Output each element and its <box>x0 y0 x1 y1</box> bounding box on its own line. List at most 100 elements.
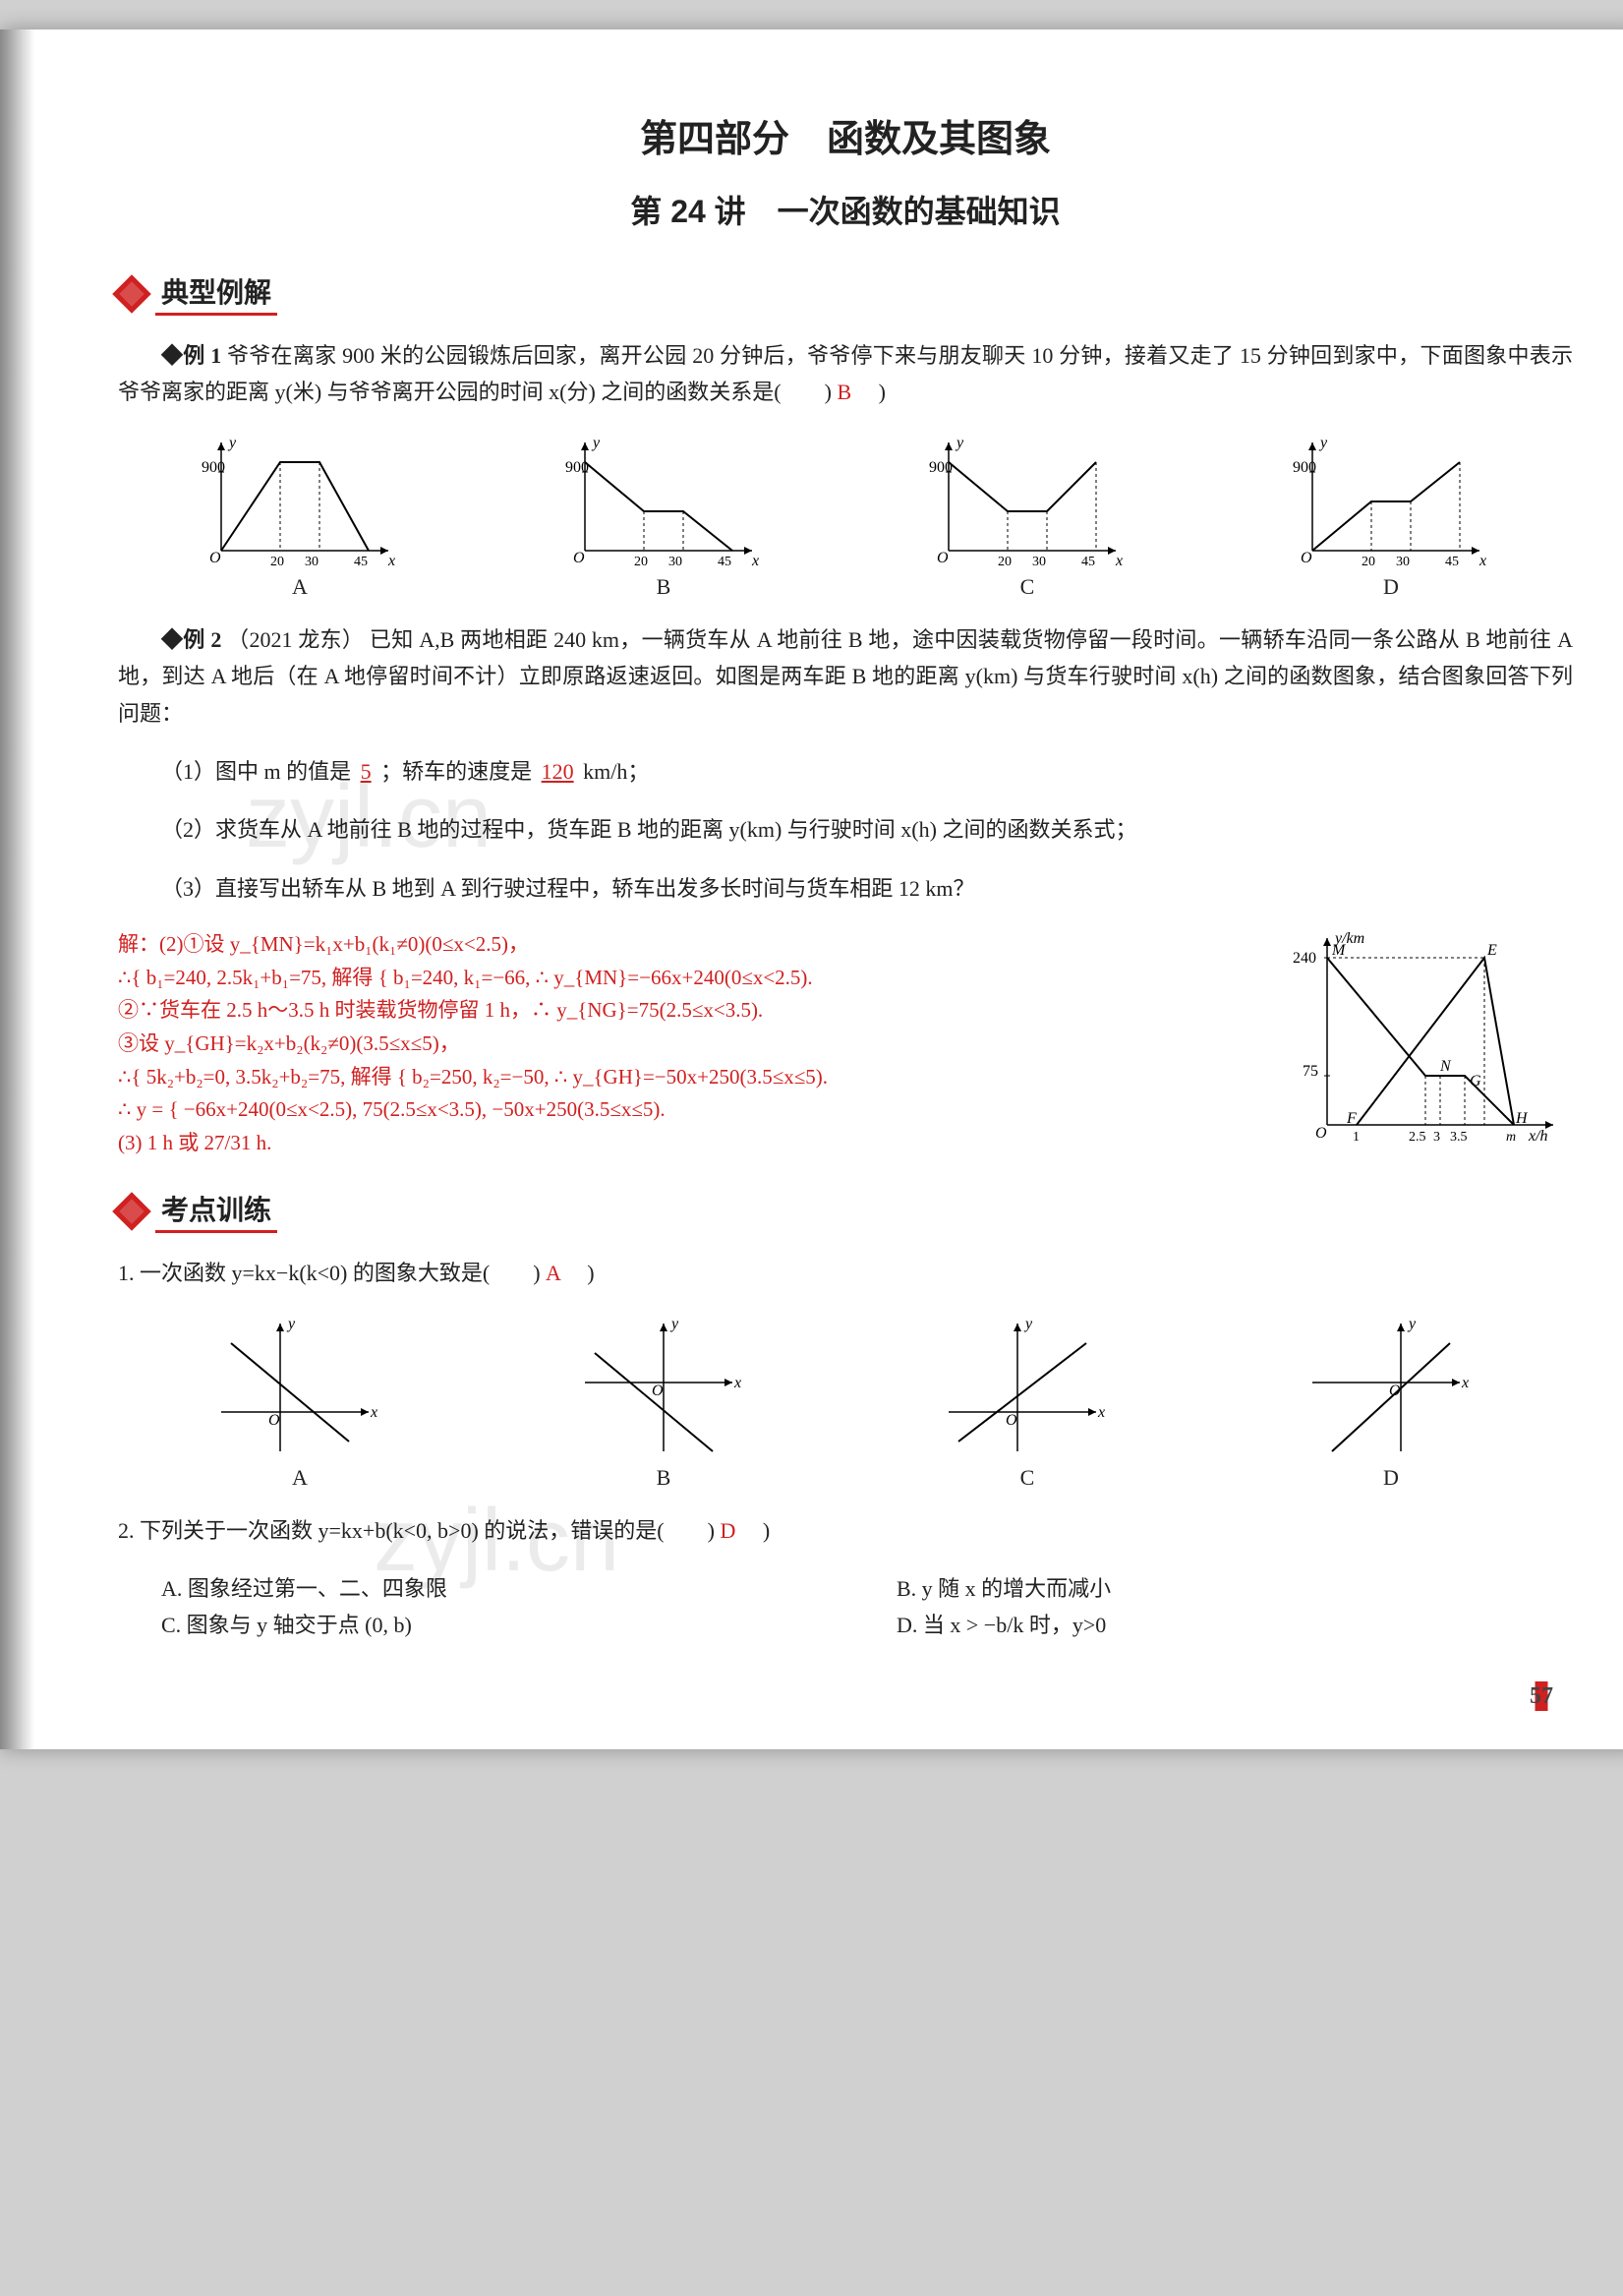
svg-text:y: y <box>669 1316 679 1332</box>
svg-text:45: 45 <box>718 555 731 569</box>
example1-label: ◆例 1 <box>161 343 221 368</box>
example1-answer: B <box>837 380 851 404</box>
svg-text:y/km: y/km <box>1333 930 1364 947</box>
svg-text:y: y <box>955 435 964 451</box>
svg-text:20: 20 <box>1362 555 1375 569</box>
chart-b: 900 203045 O x y B <box>555 433 772 600</box>
example2-chart-svg: 240 75 M E N G H F O 1 <box>1288 928 1573 1154</box>
q1c-label: C <box>939 1465 1116 1491</box>
chart-a-label: A <box>192 574 408 600</box>
q2-opt-a: A. 图象经过第一、二、四象限 <box>161 1570 838 1607</box>
q1-chart-b: O x y B <box>575 1314 752 1491</box>
section-header-examples: 典型例解 <box>118 271 1573 316</box>
q1-chart-c: O x y C <box>939 1314 1116 1491</box>
q2-opt-c: C. 图象与 y 轴交于点 (0, b) <box>161 1607 838 1643</box>
chart-a-svg: 900 203045 O x y <box>192 433 408 570</box>
svg-text:x/h: x/h <box>1528 1128 1548 1145</box>
example2-chart: 240 75 M E N G H F O 1 <box>1288 928 1573 1154</box>
q1b-label: B <box>575 1465 752 1491</box>
q1-chart-a: O x y A <box>211 1314 388 1491</box>
svg-text:O: O <box>268 1412 280 1429</box>
svg-text:m: m <box>1506 1130 1516 1145</box>
svg-text:x: x <box>751 553 759 569</box>
svg-text:30: 30 <box>305 555 319 569</box>
lesson-title: 第 24 讲 一次函数的基础知识 <box>118 187 1573 232</box>
svg-text:3.5: 3.5 <box>1450 1130 1468 1145</box>
svg-text:y: y <box>286 1316 296 1332</box>
svg-text:O: O <box>652 1383 664 1399</box>
chart-b-svg: 900 203045 O x y <box>555 433 772 570</box>
example2-q3: （3）直接写出轿车从 B 地到 A 到行驶过程中，轿车出发多长时间与货车相距 1… <box>161 876 974 901</box>
binding-shadow <box>0 29 34 1749</box>
svg-text:H: H <box>1515 1110 1529 1127</box>
chart-a: 900 203045 O x y A <box>192 433 408 600</box>
q1a-label: A <box>211 1465 388 1491</box>
svg-text:900: 900 <box>1293 459 1316 476</box>
svg-text:x: x <box>1097 1404 1105 1421</box>
chart-d: 900 203045 O x y D <box>1283 433 1499 600</box>
svg-text:O: O <box>1006 1412 1017 1429</box>
q2-opt-d: D. 当 x > −b/k 时，y>0 <box>897 1607 1573 1643</box>
svg-text:3: 3 <box>1433 1130 1440 1145</box>
svg-text:30: 30 <box>1032 555 1046 569</box>
svg-text:y: y <box>1407 1316 1417 1332</box>
section-label: 典型例解 <box>155 271 277 316</box>
practice-q2: 2. 下列关于一次函数 y=kx+b(k<0, b>0) 的说法，错误的是( )… <box>118 1512 1573 1644</box>
svg-text:O: O <box>1301 550 1312 566</box>
svg-text:900: 900 <box>202 459 225 476</box>
svg-text:240: 240 <box>1293 950 1316 967</box>
svg-text:45: 45 <box>1445 555 1459 569</box>
svg-text:F: F <box>1346 1110 1357 1127</box>
chart-c-svg: 900 203045 O x y <box>919 433 1135 570</box>
chart-b-label: B <box>555 574 772 600</box>
q2-text: 2. 下列关于一次函数 y=kx+b(k<0, b>0) 的说法，错误的是( ) <box>118 1518 715 1543</box>
svg-text:y: y <box>1318 435 1328 451</box>
sol-line: ∴{ 5k₂+b₂=0, 3.5k₂+b₂=75, 解得 { b₂=250, k… <box>118 1061 1268 1094</box>
sol-line: 解：(2)①设 y_{MN}=k₁x+b₁(k₁≠0)(0≤x<2.5)， <box>118 928 1268 962</box>
q1d-label: D <box>1303 1465 1479 1491</box>
q2-answer: D <box>720 1518 735 1543</box>
example1-charts: 900 203045 O x y A 900 <box>118 433 1573 600</box>
svg-text:O: O <box>209 550 221 566</box>
svg-text:O: O <box>573 550 585 566</box>
svg-text:O: O <box>1315 1125 1327 1142</box>
paren-close: ) <box>857 380 886 404</box>
example1: ◆例 1 爷爷在离家 900 米的公园锻炼后回家，离开公园 20 分钟后，爷爷停… <box>118 337 1573 411</box>
example2-solution: 解：(2)①设 y_{MN}=k₁x+b₁(k₁≠0)(0≤x<2.5)， ∴{… <box>118 928 1268 1159</box>
q1-text: 1. 一次函数 y=kx−k(k<0) 的图象大致是( ) <box>118 1261 541 1285</box>
example2-q1-a: （1）图中 m 的值是 <box>161 759 351 784</box>
svg-text:75: 75 <box>1303 1063 1318 1080</box>
page: zyjl.cn zyjl.cn 第四部分 函数及其图象 第 24 讲 一次函数的… <box>0 29 1623 1749</box>
svg-text:x: x <box>1461 1375 1469 1391</box>
svg-text:x: x <box>370 1404 377 1421</box>
chart-c-label: C <box>919 574 1135 600</box>
svg-text:1: 1 <box>1353 1130 1360 1145</box>
svg-text:O: O <box>937 550 949 566</box>
sol-line: (3) 1 h 或 27/31 h. <box>118 1127 1268 1160</box>
svg-text:20: 20 <box>998 555 1012 569</box>
svg-text:O: O <box>1389 1383 1401 1399</box>
svg-text:x: x <box>387 553 395 569</box>
svg-text:x: x <box>733 1375 741 1391</box>
chart-d-svg: 900 203045 O x y <box>1283 433 1499 570</box>
svg-text:30: 30 <box>668 555 682 569</box>
example2-q2: （2）求货车从 A 地前往 B 地的过程中，货车距 B 地的距离 y(km) 与… <box>161 817 1136 842</box>
sol-line: ∴ y = { −66x+240(0≤x<2.5), 75(2.5≤x<3.5)… <box>118 1093 1268 1127</box>
example2-q1-ans1: 5 <box>357 759 376 784</box>
example2-source: （2021 龙东） <box>227 627 364 652</box>
q2-options: A. 图象经过第一、二、四象限 C. 图象与 y 轴交于点 (0, b) B. … <box>161 1570 1573 1644</box>
svg-text:45: 45 <box>354 555 368 569</box>
svg-text:20: 20 <box>634 555 648 569</box>
sol-line: ∴{ b₁=240, 2.5k₁+b₁=75, 解得 { b₁=240, k₁=… <box>118 962 1268 995</box>
svg-text:20: 20 <box>270 555 284 569</box>
svg-text:x: x <box>1115 553 1123 569</box>
section-header-practice: 考点训练 <box>118 1189 1573 1233</box>
practice-q1: 1. 一次函数 y=kx−k(k<0) 的图象大致是( ) A ) <box>118 1255 1573 1291</box>
svg-text:x: x <box>1478 553 1486 569</box>
chart-c: 900 203045 O x y C <box>919 433 1135 600</box>
cube-icon <box>112 1192 151 1231</box>
cube-icon <box>112 274 151 314</box>
example2-q1-c: km/h； <box>583 759 649 784</box>
page-number-value: 57 <box>1510 1681 1573 1711</box>
q1-chart-d: O x y D <box>1303 1314 1479 1491</box>
